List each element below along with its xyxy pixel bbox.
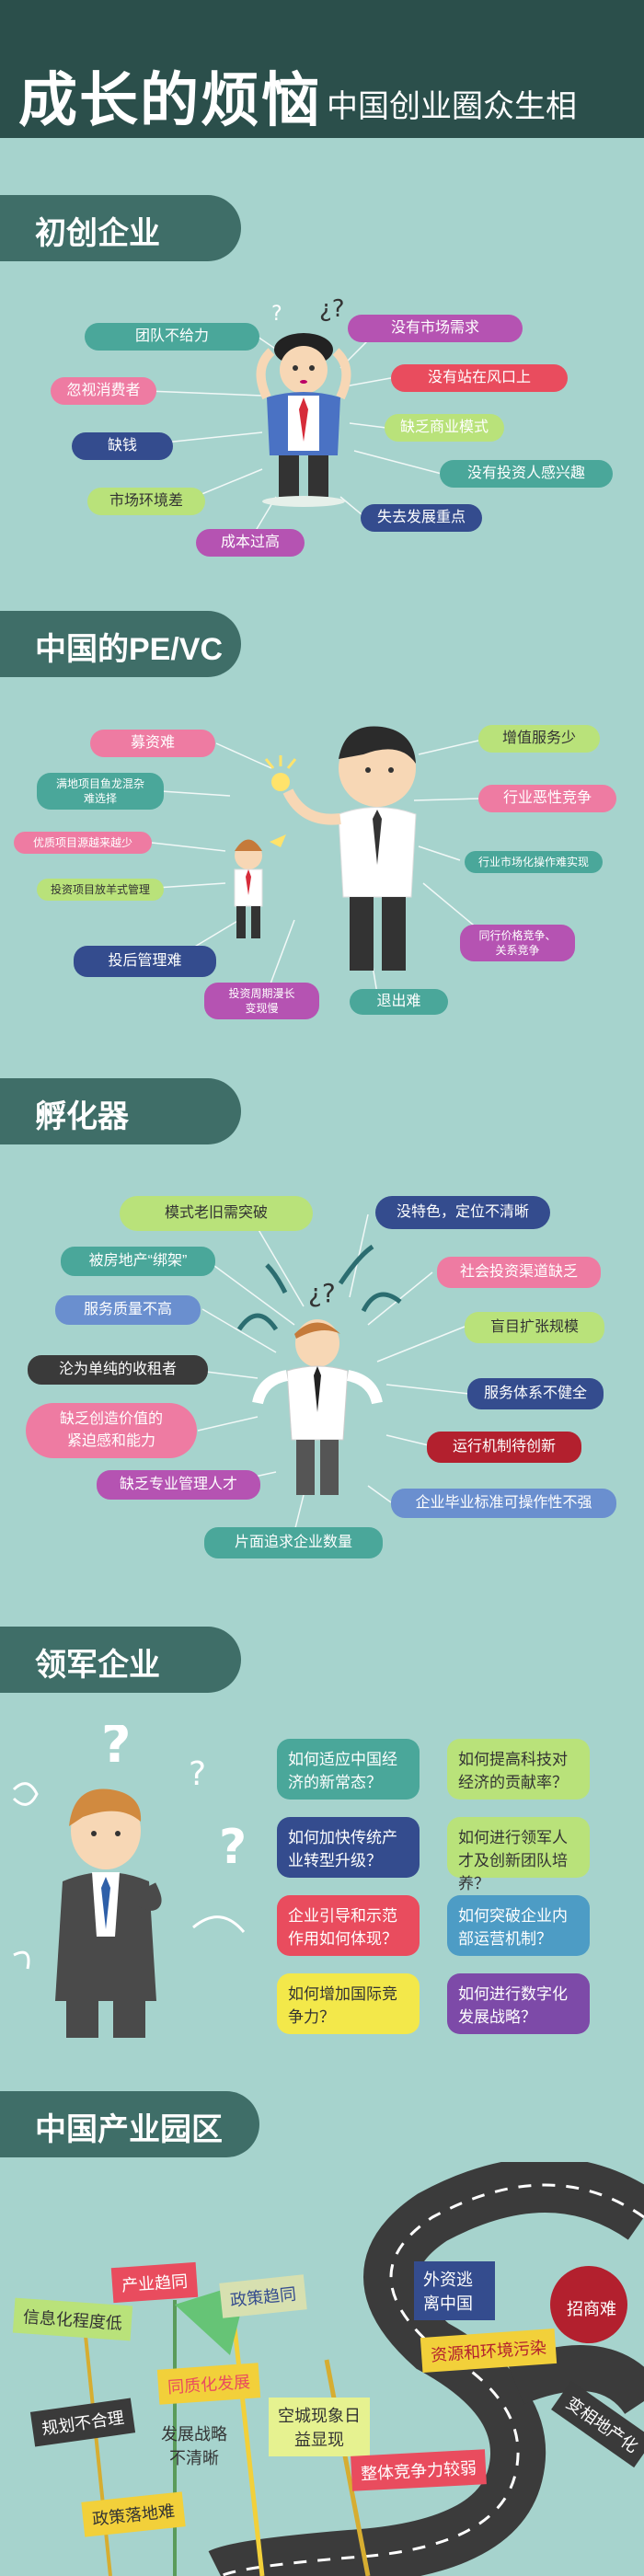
pill-item: 缺钱: [72, 432, 173, 460]
pill-line: 变现慢: [245, 1002, 279, 1015]
question-card: 如何提高科技对经济的贡献率？: [447, 1739, 590, 1800]
pill-line: 难选择: [83, 792, 117, 805]
question-card: 如何进行领军人才及创新团队培养？: [447, 1817, 590, 1892]
section-banner-leaders: 领军企业: [0, 1627, 241, 1693]
pill-item: 成本过高: [196, 529, 305, 557]
road-sign: 同质化发展: [156, 2363, 261, 2405]
pill-item: 募资难: [90, 730, 215, 757]
pill-item: 企业毕业标准可操作性不强: [391, 1489, 616, 1518]
pill-item: 运行机制待创新: [427, 1432, 581, 1463]
pill-line: 紧迫感和能力: [66, 1433, 155, 1449]
section-title: 孵化器: [35, 1099, 129, 1134]
page-subtitle: 中国创业圈众生相: [327, 89, 577, 124]
pill-item: 投资周期漫长 变现慢: [204, 983, 319, 1019]
pill-item: 增值服务少: [478, 725, 600, 753]
pill-item: 片面追求企业数量: [204, 1527, 383, 1558]
road-sign: 发展战略不清晰: [161, 2425, 227, 2467]
page-title: 成长的烦恼: [18, 67, 322, 133]
pill-item: 忽视消费者: [51, 377, 156, 405]
question-card: 如何进行数字化发展战略？: [447, 1973, 590, 2034]
section-banner-parks: 中国产业园区: [0, 2091, 259, 2157]
worried-man-icon: ? ¿?: [256, 295, 351, 507]
road-sign: 空城现象日益显现: [269, 2398, 370, 2456]
section-title: 领军企业: [35, 1648, 160, 1683]
section-banner-pevc: 中国的PE/VC: [0, 611, 241, 677]
svg-text:?: ?: [189, 1755, 206, 1793]
question-card: 如何增加国际竞争力？: [277, 1973, 420, 2034]
section-title: 中国的PE/VC: [35, 632, 224, 667]
pill-line: 缺乏创造价值的: [59, 1411, 163, 1427]
svg-text:?: ?: [101, 1725, 131, 1775]
header-bar: 成长的烦恼 中国创业圈众生相: [0, 0, 644, 138]
pill-item: 没有站在风口上: [391, 364, 568, 392]
svg-text:?: ?: [271, 303, 282, 326]
section-banner-incubator: 孵化器: [0, 1078, 241, 1144]
pill-item: 缺乏创造价值的 紧迫感和能力: [26, 1403, 197, 1458]
pill-line: 关系竞争: [495, 944, 540, 957]
pill-item: 投资项目放羊式管理: [37, 879, 164, 901]
pill-item: 行业市场化操作难实现: [465, 851, 603, 873]
question-card: 如何加快传统产业转型升级？: [277, 1817, 420, 1878]
pill-line: 投资周期漫长: [228, 987, 295, 1000]
question-card: 如何适应中国经济的新常态？: [277, 1739, 420, 1800]
road-sign: 产业趋同: [110, 2261, 199, 2304]
winding-road-icon: [81, 2162, 644, 2576]
pill-line: 同行价格竞争、: [478, 929, 557, 942]
pill-item: 投后管理难: [74, 946, 216, 977]
section-banner-startup: 初创企业: [0, 195, 241, 261]
pill-item: 被房地产“绑架”: [61, 1247, 215, 1276]
question-card: 如何突破企业内部运营机制？: [447, 1895, 590, 1956]
pill-item: 服务体系不健全: [467, 1378, 604, 1409]
pill-line: 满地项目鱼龙混杂: [55, 777, 144, 790]
road-sign: 招商难: [567, 2300, 616, 2318]
thinking-man-icon: ? ? ?: [12, 1725, 247, 2038]
pill-item: 没有市场需求: [348, 315, 523, 342]
pill-item: 行业恶性竞争: [478, 785, 616, 812]
pill-item: 优质项目源越来越少: [14, 832, 152, 854]
pill-item: 同行价格竞争、 关系竞争: [460, 925, 575, 961]
section-title: 中国产业园区: [35, 2112, 223, 2147]
pill-item: 盲目扩张规模: [465, 1312, 604, 1343]
svg-text:¿?: ¿?: [308, 1278, 336, 1308]
investors-icon: [234, 726, 417, 971]
pill-item: 失去发展重点: [361, 504, 482, 532]
pill-item: 市场环境差: [87, 488, 205, 515]
question-card: 企业引导和示范作用如何体现？: [277, 1895, 420, 1956]
svg-text:¿?: ¿?: [319, 295, 345, 323]
pill-item: 缺乏专业管理人才: [97, 1470, 260, 1500]
pill-item: 没特色，定位不清晰: [375, 1196, 550, 1229]
pill-item: 沦为单纯的收租者: [28, 1355, 208, 1385]
svg-text:?: ?: [219, 1820, 247, 1875]
pill-item: 服务质量不高: [55, 1295, 201, 1325]
road-sign: 整体竞争力较弱: [351, 2449, 487, 2491]
confused-man-icon: ¿?: [236, 1244, 402, 1495]
pill-item: 退出难: [350, 989, 448, 1015]
section-title: 初创企业: [35, 216, 160, 251]
pill-item dark: 缺乏商业模式: [385, 414, 504, 442]
pill-item: 没有投资人感兴趣: [440, 460, 613, 488]
pill-item: 社会投资渠道缺乏: [437, 1257, 601, 1288]
road-sign: 外资逃离中国: [414, 2261, 495, 2320]
pill-item: 团队不给力: [85, 323, 259, 351]
pill-item: 模式老旧需突破: [120, 1196, 313, 1231]
pill-item: 满地项目鱼龙混杂 难选择: [37, 773, 164, 810]
